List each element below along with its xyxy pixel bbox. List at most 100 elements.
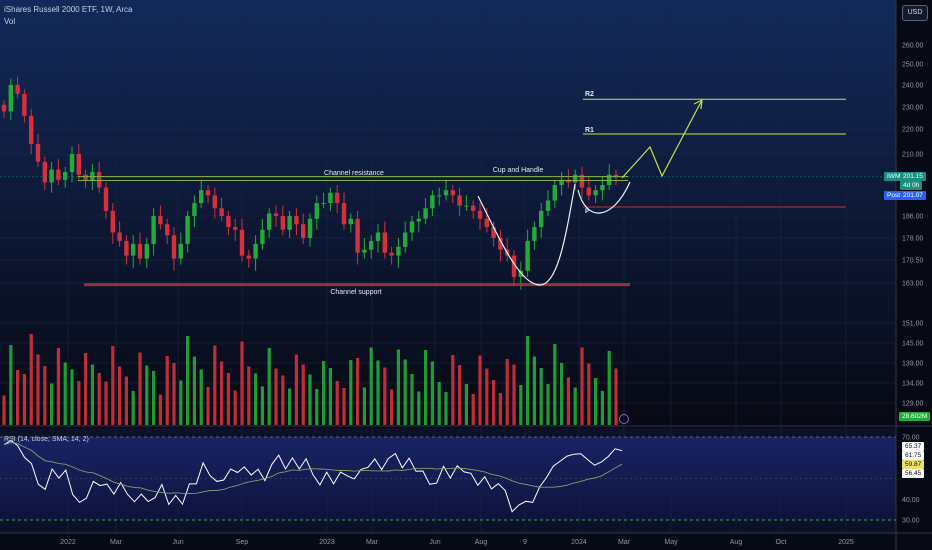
volume-bar bbox=[335, 381, 339, 425]
volume-bar bbox=[417, 391, 421, 425]
volume-bar bbox=[274, 368, 278, 425]
candle-body bbox=[63, 172, 68, 180]
rsi-title: RSI (14, close, SMA, 14, 2) bbox=[4, 436, 89, 443]
time-tick-label: Oct bbox=[776, 539, 787, 546]
time-tick-label: 2022 bbox=[60, 539, 76, 546]
volume-bar bbox=[594, 378, 598, 425]
volume-bar bbox=[70, 369, 74, 425]
volume-bar bbox=[29, 334, 33, 425]
volume-bar bbox=[240, 341, 244, 425]
candle-body bbox=[137, 243, 143, 259]
volume-bar bbox=[342, 388, 346, 425]
candle-body bbox=[22, 93, 27, 116]
candle-body bbox=[409, 221, 415, 233]
time-tick-label: Sep bbox=[236, 539, 249, 546]
volume-bar bbox=[301, 364, 305, 425]
projection-path bbox=[621, 99, 703, 179]
candle-body bbox=[15, 85, 20, 94]
volume-bar bbox=[349, 360, 353, 425]
price-tick-label: 151.00 bbox=[902, 321, 924, 328]
candle-body bbox=[171, 235, 177, 259]
volume-bar bbox=[403, 359, 407, 425]
volume-bar bbox=[131, 391, 135, 425]
candle-body bbox=[369, 240, 374, 250]
volume-bar bbox=[512, 364, 516, 425]
candle-body bbox=[260, 229, 265, 244]
volume-bar bbox=[43, 366, 47, 425]
candle-body bbox=[539, 210, 544, 227]
time-tick-label: Mar bbox=[110, 539, 123, 546]
candle-body bbox=[69, 154, 75, 173]
candle-body bbox=[532, 227, 537, 241]
price-tick-label: 260.00 bbox=[902, 43, 924, 50]
volume-bar bbox=[281, 375, 285, 425]
volume-bar bbox=[383, 367, 387, 425]
volume-bar bbox=[376, 360, 380, 425]
volume-bar bbox=[172, 363, 176, 425]
volume-bar bbox=[478, 355, 482, 425]
volume-bar bbox=[260, 386, 264, 425]
volume-bar bbox=[111, 346, 115, 425]
volume-bar bbox=[145, 365, 149, 425]
candle-body bbox=[144, 243, 149, 259]
rsi-label-1: 65.37 bbox=[902, 442, 925, 451]
volume-bar bbox=[288, 388, 292, 425]
volume-bar bbox=[566, 377, 570, 425]
volume-bar bbox=[9, 345, 13, 425]
volume-bar bbox=[158, 394, 162, 425]
volume-bar bbox=[580, 347, 584, 425]
candle-body bbox=[131, 243, 136, 256]
rsi-ma-line bbox=[3, 442, 623, 494]
candle-body bbox=[341, 203, 347, 225]
candle-body bbox=[362, 249, 367, 253]
candle-body bbox=[307, 218, 313, 238]
price-tick-label: 178.00 bbox=[902, 236, 924, 243]
volume-bar bbox=[308, 374, 312, 425]
candle-body bbox=[430, 195, 435, 209]
volume-bar bbox=[90, 364, 94, 425]
volume-bar bbox=[77, 381, 81, 425]
candle-body bbox=[511, 255, 517, 277]
time-tick-label: 2025 bbox=[838, 539, 854, 546]
candle-body bbox=[233, 227, 238, 230]
volume-bar bbox=[294, 354, 298, 425]
candle-body bbox=[518, 270, 523, 277]
candle-body bbox=[477, 210, 483, 219]
candle-body bbox=[273, 213, 279, 216]
volume-bar bbox=[396, 349, 400, 425]
volume-bar bbox=[199, 369, 203, 425]
candle-body bbox=[471, 205, 476, 211]
rsi-tick-label: 70.00 bbox=[902, 435, 920, 442]
candle-body bbox=[226, 216, 231, 227]
candle-body bbox=[239, 229, 245, 256]
candle-body bbox=[416, 218, 421, 222]
candle-body bbox=[151, 216, 156, 244]
candle-body bbox=[1, 104, 7, 112]
volume-bar bbox=[369, 347, 373, 425]
volume-bar bbox=[315, 389, 319, 425]
time-tick-label: 9 bbox=[523, 539, 527, 546]
time-tick-label: Mar bbox=[366, 539, 379, 546]
volume-bar bbox=[437, 382, 441, 425]
candle-body bbox=[42, 161, 47, 183]
volume-bar bbox=[607, 351, 611, 425]
volume-bar bbox=[152, 371, 156, 425]
volume-bar bbox=[138, 352, 142, 425]
candle-body bbox=[355, 218, 360, 253]
volume-bar bbox=[526, 336, 530, 425]
candle-body bbox=[491, 227, 496, 238]
time-tick-label: Aug bbox=[475, 539, 488, 546]
price-tick-label: 139.00 bbox=[902, 361, 924, 368]
candle-body bbox=[294, 216, 299, 225]
candle-body bbox=[498, 238, 503, 250]
time-tick-label: May bbox=[664, 539, 678, 546]
rsi-tick-label: 40.00 bbox=[902, 497, 920, 504]
candle-body bbox=[600, 185, 605, 191]
currency-button[interactable]: USD bbox=[902, 5, 928, 21]
volume-bar bbox=[410, 374, 414, 425]
candle-body bbox=[267, 213, 272, 230]
rsi-label-2: 61.75 bbox=[902, 451, 925, 460]
time-tick-label: 2024 bbox=[571, 539, 587, 546]
volume-bar bbox=[519, 385, 523, 425]
